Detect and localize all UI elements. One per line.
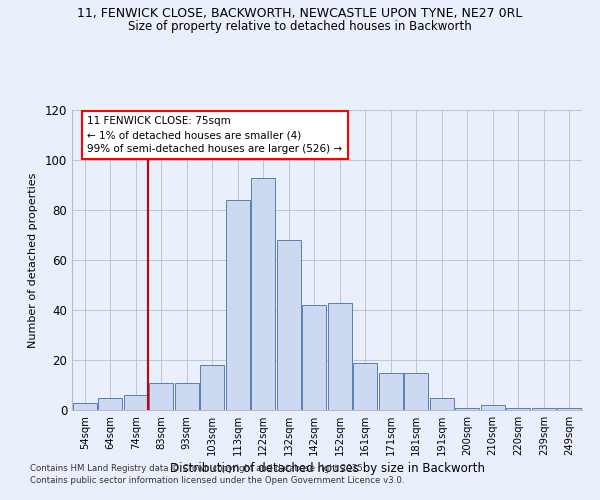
Text: Contains HM Land Registry data © Crown copyright and database right 2025.
Contai: Contains HM Land Registry data © Crown c… (30, 464, 404, 485)
Text: 11 FENWICK CLOSE: 75sqm
← 1% of detached houses are smaller (4)
99% of semi-deta: 11 FENWICK CLOSE: 75sqm ← 1% of detached… (88, 116, 343, 154)
Bar (302, 305, 326, 410)
Bar (98, 398, 122, 410)
Text: 11, FENWICK CLOSE, BACKWORTH, NEWCASTLE UPON TYNE, NE27 0RL: 11, FENWICK CLOSE, BACKWORTH, NEWCASTLE … (77, 8, 523, 20)
Bar (175, 382, 199, 410)
Bar (532, 408, 556, 410)
Bar (353, 362, 377, 410)
Bar (226, 200, 250, 410)
Bar (277, 240, 301, 410)
Bar (124, 395, 148, 410)
Bar (149, 382, 173, 410)
Bar (200, 365, 224, 410)
Y-axis label: Number of detached properties: Number of detached properties (28, 172, 38, 348)
X-axis label: Distribution of detached houses by size in Backworth: Distribution of detached houses by size … (170, 462, 485, 475)
Bar (455, 408, 479, 410)
Bar (404, 372, 428, 410)
Bar (251, 178, 275, 410)
Bar (328, 302, 352, 410)
Bar (379, 372, 403, 410)
Bar (73, 402, 97, 410)
Bar (430, 398, 454, 410)
Bar (481, 405, 505, 410)
Bar (557, 408, 581, 410)
Text: Size of property relative to detached houses in Backworth: Size of property relative to detached ho… (128, 20, 472, 33)
Bar (506, 408, 530, 410)
